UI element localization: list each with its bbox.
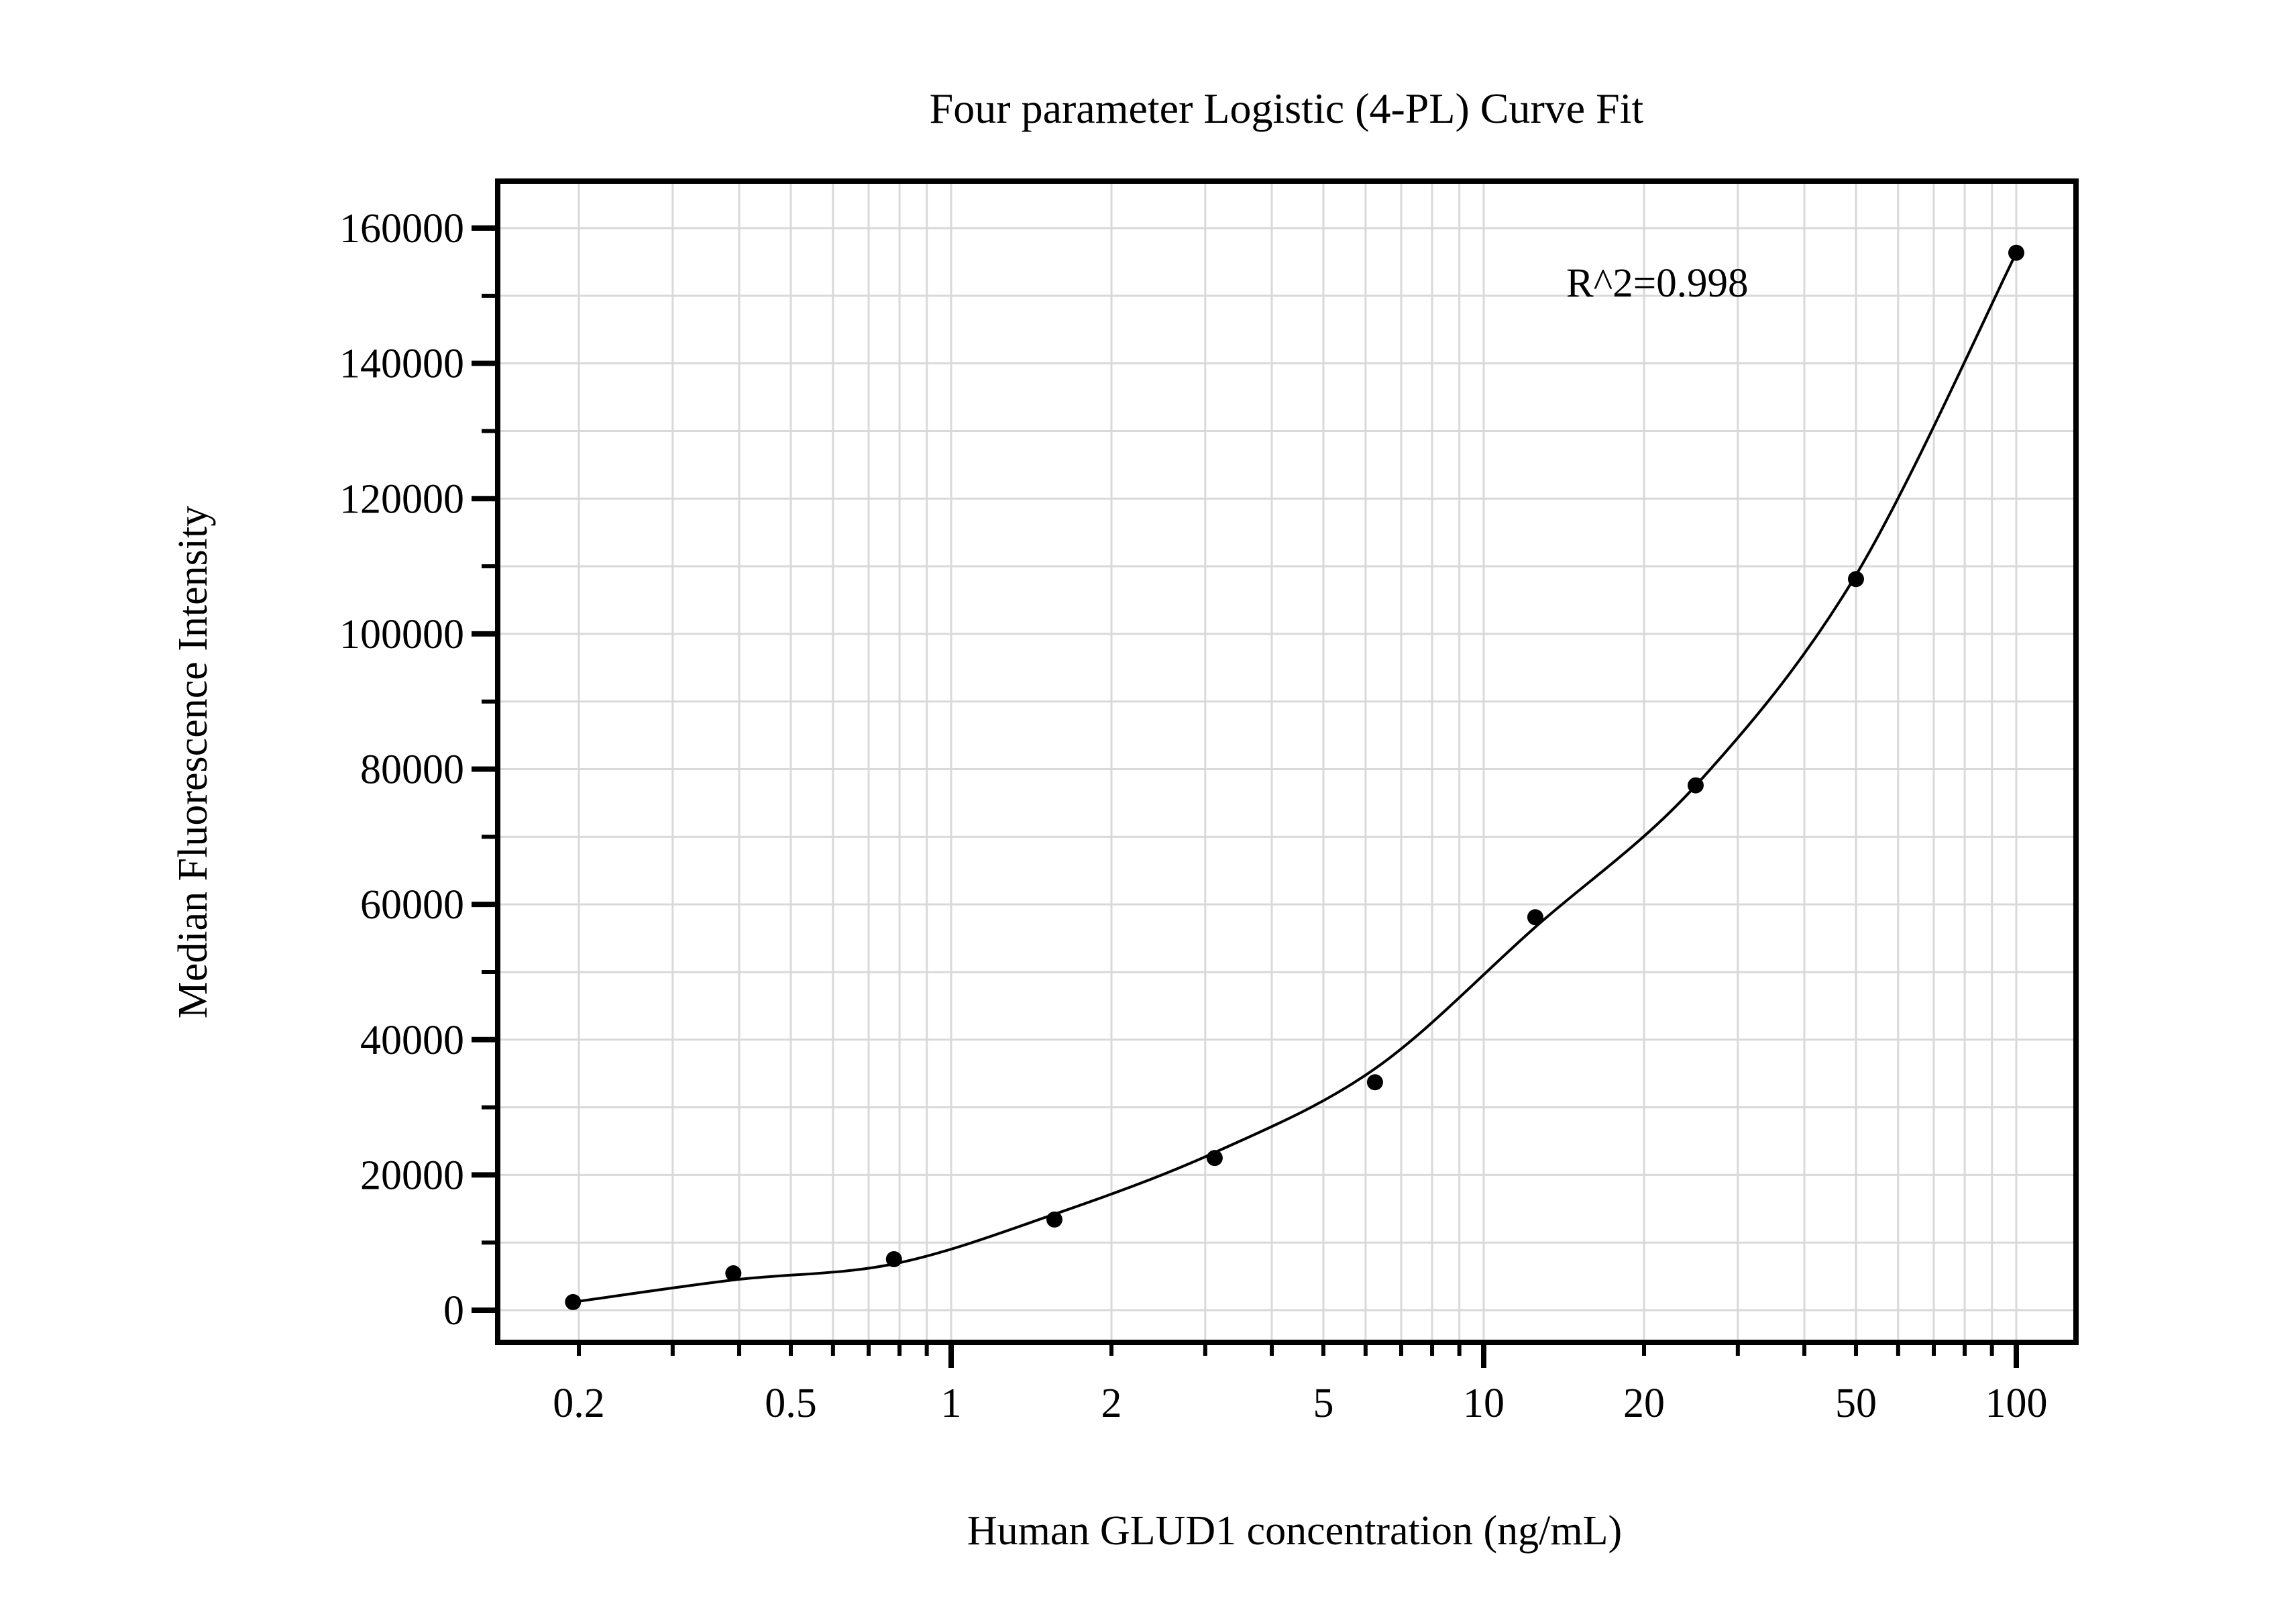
data-point xyxy=(565,1293,582,1310)
x-tick-label: 5 xyxy=(1313,1381,1333,1426)
data-point xyxy=(885,1250,902,1267)
y-tick-label: 40000 xyxy=(360,1018,464,1063)
y-tick-label: 160000 xyxy=(339,206,464,252)
r-squared-annotation: R^2=0.998 xyxy=(1566,261,1748,306)
axis-ticks xyxy=(472,225,2019,1368)
data-point xyxy=(2008,244,2024,261)
x-tick-label: 20 xyxy=(1623,1381,1665,1426)
y-tick-label: 60000 xyxy=(360,882,464,928)
y-tick-labels: 0 20000 40000 60000 80000 100000 120000 140000 1… xyxy=(339,206,464,1334)
y-tick-label: 140000 xyxy=(339,341,464,387)
data-points xyxy=(565,244,2024,1310)
fit-curve xyxy=(573,252,2018,1303)
y-tick-label: 20000 xyxy=(360,1153,464,1198)
chart-title: Four parameter Logistic (4-PL) Curve Fit xyxy=(930,85,1644,132)
data-point xyxy=(1847,571,1864,588)
data-point xyxy=(725,1265,742,1282)
data-point xyxy=(1527,909,1543,926)
y-tick-label: 120000 xyxy=(339,476,464,522)
x-tick-label: 50 xyxy=(1835,1381,1877,1426)
x-axis-title: Human GLUD1 concentration (ng/mL) xyxy=(967,1508,1622,1554)
x-tick-labels: 0.2 0.5 1 2 5 10 20 50 100 xyxy=(553,1381,2047,1426)
x-tick-label: 0.5 xyxy=(765,1381,817,1426)
x-tick-label: 10 xyxy=(1463,1381,1505,1426)
plot-area-border xyxy=(495,178,2079,1345)
gridlines xyxy=(498,181,2076,1342)
data-point xyxy=(1046,1211,1063,1228)
x-tick-label: 2 xyxy=(1101,1381,1122,1426)
data-point xyxy=(1687,777,1704,794)
y-tick-label: 100000 xyxy=(339,612,464,657)
y-tick-label: 80000 xyxy=(360,747,464,793)
data-point xyxy=(1206,1150,1223,1167)
y-tick-label: 0 xyxy=(443,1288,464,1334)
y-axis-title: Median Fluorescence Intensity xyxy=(170,506,216,1018)
x-tick-label: 100 xyxy=(1985,1381,2048,1426)
data-point xyxy=(1366,1074,1383,1091)
x-tick-label: 1 xyxy=(941,1381,962,1426)
x-tick-label: 0.2 xyxy=(553,1381,605,1426)
